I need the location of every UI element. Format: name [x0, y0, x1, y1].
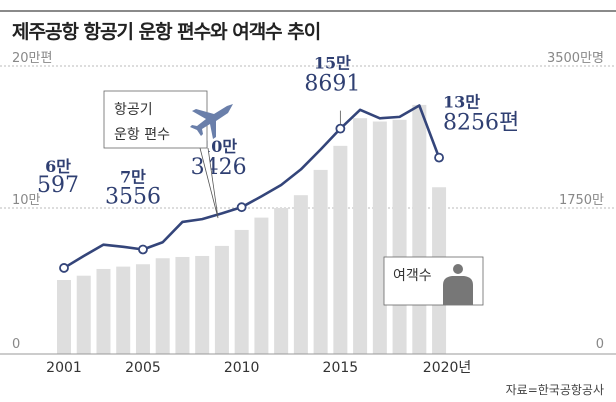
- left-axis-tick-label: 0: [12, 337, 20, 352]
- source-note: 자료=한국공항공사: [506, 383, 604, 397]
- marker-flights-2010: [236, 202, 247, 213]
- x-axis-tick-label: 2005: [125, 360, 161, 376]
- x-axis-tick-label: 2015: [323, 360, 359, 376]
- left-axis-tick-label: 10만: [12, 193, 41, 208]
- bar-passengers-2011: [254, 217, 269, 354]
- annotation-line2: 3426: [191, 155, 247, 180]
- right-axis-tick-label: 1750만: [559, 193, 604, 208]
- bar-passengers-2018: [392, 119, 407, 354]
- legend-flights-line1: 항공기: [114, 102, 153, 118]
- bar-passengers-2004: [116, 266, 131, 354]
- bar-passengers-2016: [353, 118, 368, 355]
- annotation-line1: 15만: [314, 54, 351, 73]
- annotation-line2: 3556: [105, 184, 161, 209]
- bar-passengers-2013: [293, 195, 308, 354]
- legend-passengers-label: 여객수: [393, 268, 432, 284]
- annotation-line1: 7만: [120, 167, 146, 186]
- bar-passengers-2008: [195, 255, 210, 354]
- marker-flights-2020: [434, 152, 444, 163]
- marker-flights-2001: [59, 263, 69, 273]
- callout-pointer: [199, 147, 219, 219]
- bar-passengers-2001: [57, 279, 71, 354]
- person-icon: [443, 264, 473, 305]
- marker-flights-2015: [335, 123, 346, 134]
- airplane-icon: [190, 104, 233, 139]
- x-axis-tick-label: 2010: [224, 360, 260, 376]
- bar-passengers-2014: [313, 169, 328, 354]
- annotation-line1: 10만: [200, 137, 237, 156]
- right-axis-tick-label: 0: [596, 337, 604, 352]
- bar-passengers-2017: [372, 121, 387, 354]
- bar-passengers-2003: [96, 268, 111, 354]
- annotation-line1: 6만: [45, 157, 71, 176]
- callout-box: [103, 90, 208, 149]
- bar-passengers-2002: [76, 275, 91, 354]
- annotation-line2: 8256편: [443, 111, 519, 136]
- x-axis-tick-label: 2020년: [423, 360, 472, 376]
- annotation-line2: 8691: [304, 72, 360, 97]
- left-axis-tick-label: 20만편: [12, 51, 52, 66]
- bar-passengers-2005: [135, 264, 150, 354]
- marker-flights-2005: [138, 244, 148, 255]
- legend-flights-line2: 운항 편수: [114, 127, 170, 143]
- x-axis-tick-label: 2001: [46, 360, 82, 376]
- right-axis-tick-label: 3500만명: [547, 51, 604, 66]
- bar-passengers-2012: [274, 207, 289, 354]
- legend-passengers: 여객수: [383, 256, 484, 306]
- annotation-line1: 13만: [443, 93, 480, 112]
- chart-title: 제주공항 항공기 운항 편수와 여객수 추이: [12, 21, 321, 43]
- bar-passengers-2010: [234, 229, 249, 354]
- bar-passengers-2009: [214, 245, 229, 354]
- bar-passengers-2006: [155, 258, 170, 354]
- bar-passengers-2007: [175, 256, 190, 354]
- legend-flights: 항공기 운항 편수: [103, 90, 233, 219]
- bar-passengers-2019: [412, 104, 427, 355]
- bar-passengers-2015: [333, 145, 348, 354]
- line-flights: [63, 104, 441, 270]
- top-rule: [0, 10, 616, 12]
- annotation-line2: 597: [37, 173, 79, 198]
